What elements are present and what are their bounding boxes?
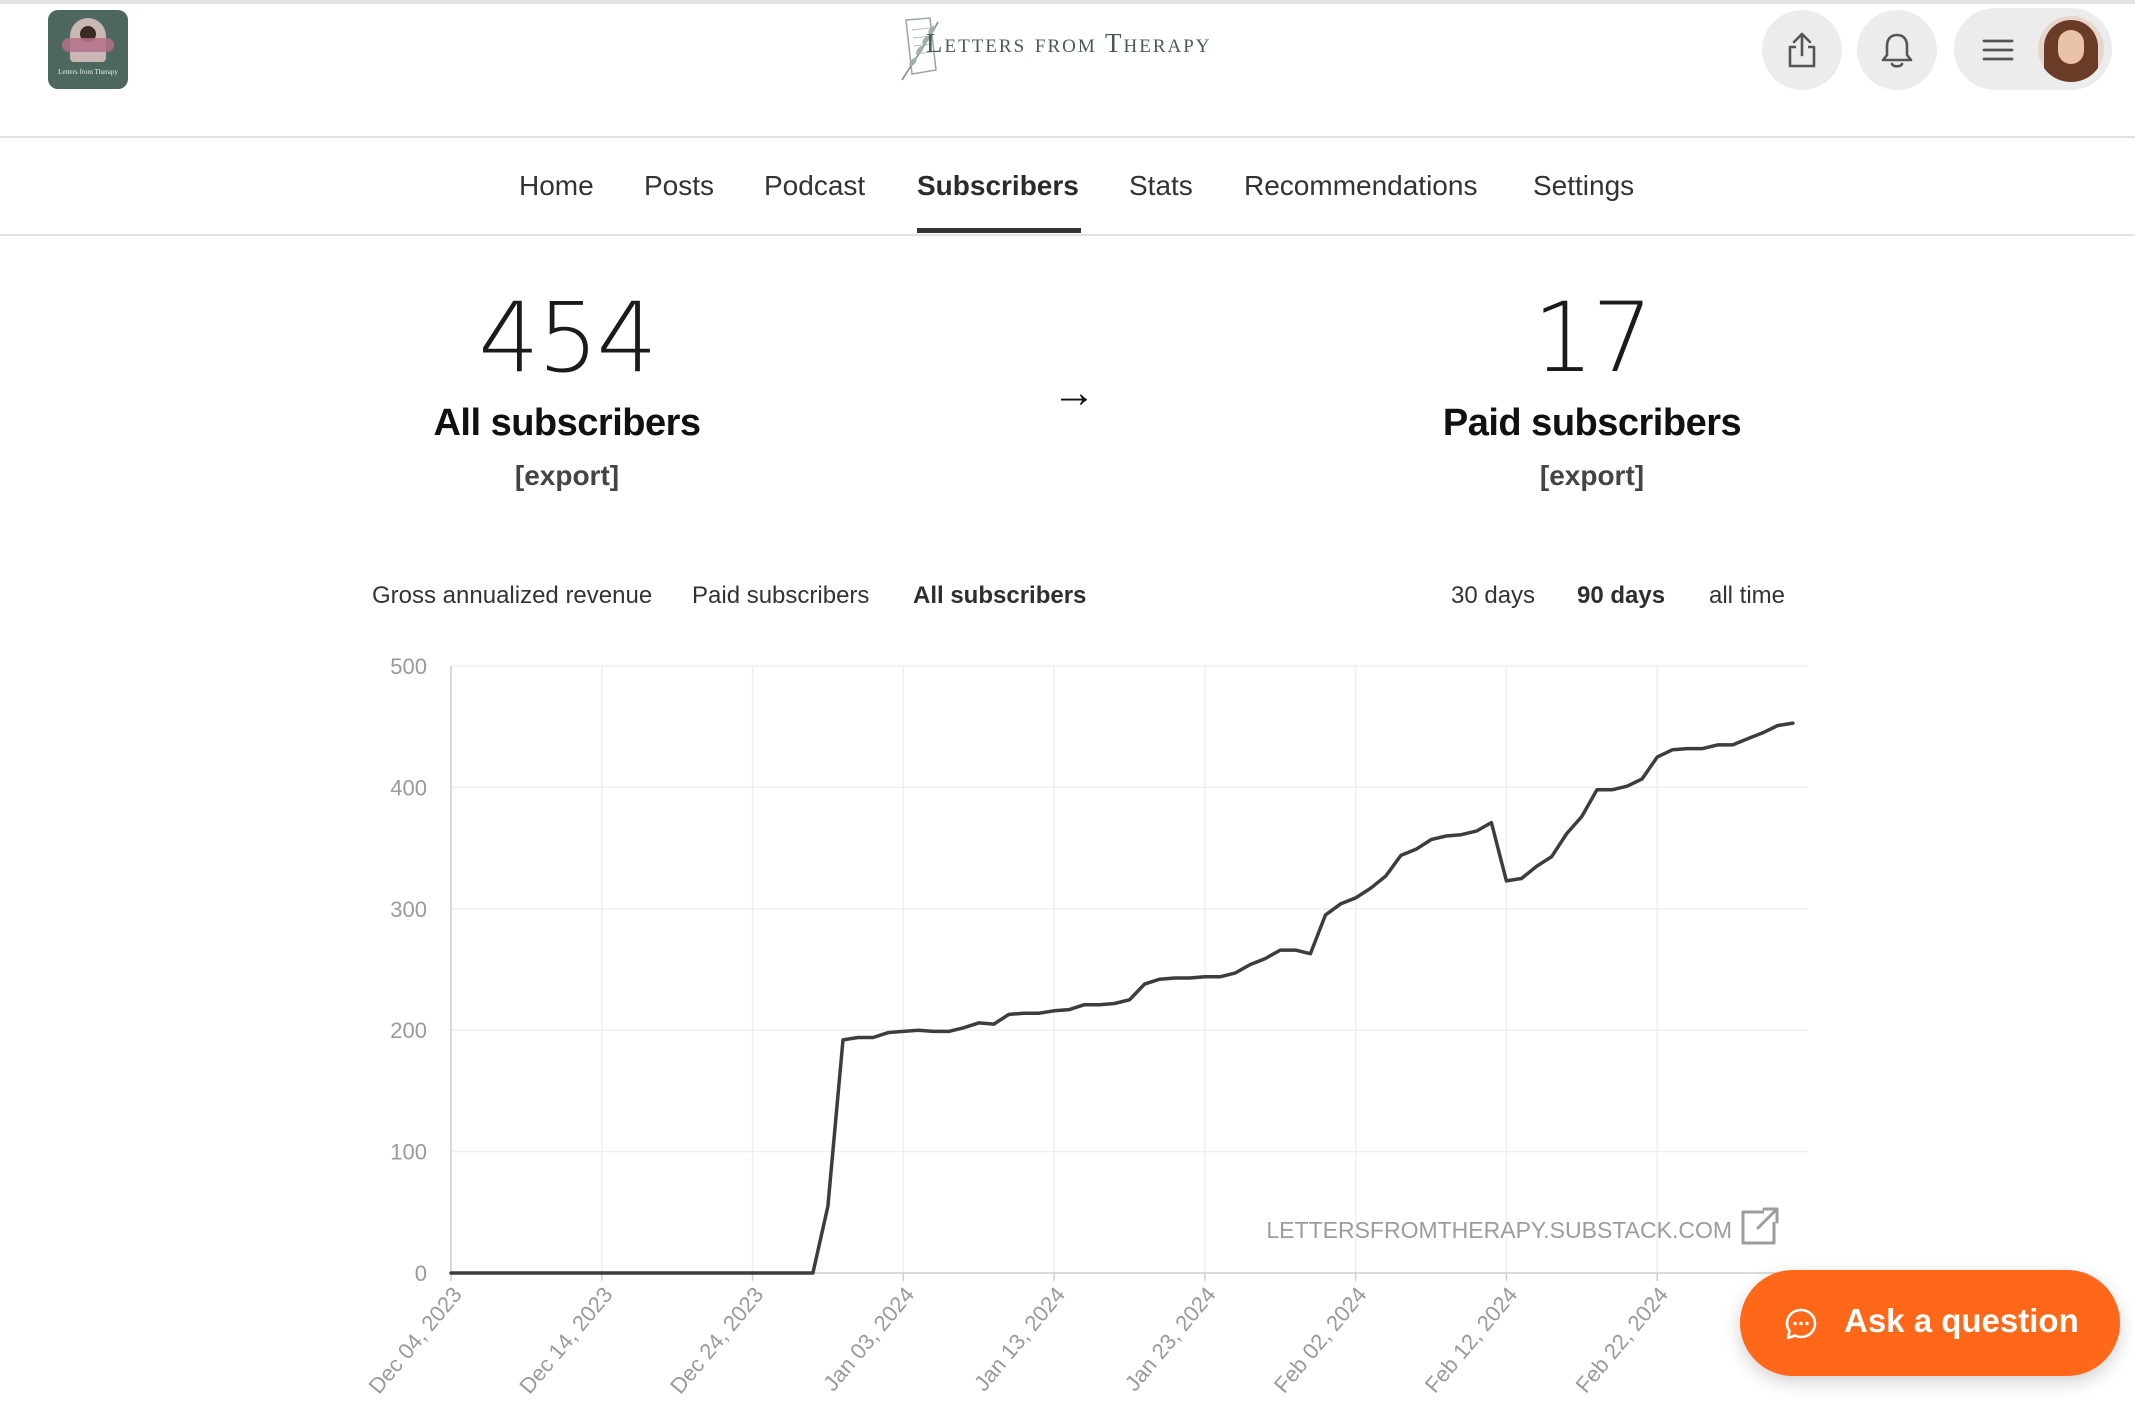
all-subscribers-label: All subscribers: [433, 402, 701, 444]
series-line-all-subscribers: [449, 721, 1795, 1275]
range-tab-90-days[interactable]: 90 days: [1577, 582, 1666, 609]
ask-a-question-label: Ask a question: [1844, 1302, 2079, 1339]
hamburger-icon: [1982, 39, 2014, 61]
chat-bubble-icon: [1785, 1308, 1817, 1340]
all-subscribers-count: 454: [478, 282, 657, 394]
y-tick-label: 200: [390, 1018, 427, 1043]
tab-recommendations[interactable]: Recommendations: [1244, 170, 1478, 201]
leaf-letter-icon: [901, 17, 939, 81]
avatar-face: [2058, 30, 2084, 64]
window-top-edge: [0, 0, 2135, 4]
tab-podcast[interactable]: Podcast: [764, 170, 866, 201]
x-tick-label: Dec 24, 2023: [665, 1282, 768, 1398]
x-tick-label: Feb 02, 2024: [1269, 1282, 1372, 1397]
paid-subscribers-label: Paid subscribers: [1442, 402, 1742, 444]
publication-logo[interactable]: Letters from Therapy: [48, 10, 128, 89]
notifications-button[interactable]: [1857, 10, 1937, 90]
range-tab-all-time[interactable]: all time: [1709, 582, 1786, 609]
tab-subscribers[interactable]: Subscribers: [917, 170, 1079, 201]
tab-home[interactable]: Home: [519, 170, 594, 201]
tab-settings[interactable]: Settings: [1533, 170, 1635, 201]
y-tick-label: 400: [390, 775, 427, 800]
share-icon: [1788, 32, 1816, 68]
y-tick-label: 300: [390, 897, 427, 922]
share-button[interactable]: [1762, 10, 1842, 90]
tab-stats[interactable]: Stats: [1129, 170, 1193, 201]
site-header: Letters from Therapy Letters from Therap…: [0, 0, 2135, 138]
site-title: Letters from Therapy: [926, 28, 1212, 58]
x-tick-label: Dec 04, 2023: [364, 1282, 467, 1398]
x-tick-label: Feb 12, 2024: [1420, 1282, 1523, 1397]
account-menu-button[interactable]: [1954, 8, 2112, 90]
active-tab-indicator: [917, 228, 1081, 233]
x-tick-label: Feb 22, 2024: [1571, 1282, 1674, 1397]
x-tick-label: Dec 14, 2023: [514, 1282, 617, 1398]
y-tick-label: 0: [415, 1261, 427, 1286]
x-tick-label: Jan 13, 2024: [969, 1282, 1070, 1396]
x-tick-label: Jan 23, 2024: [1120, 1282, 1221, 1396]
arrow-icon: →: [1052, 368, 1096, 417]
logo-flowers: [62, 38, 114, 52]
metric-tab-paid-subscribers[interactable]: Paid subscribers: [692, 582, 870, 609]
bell-icon: [1881, 33, 1913, 68]
all-subscribers-export-link[interactable]: [export]: [514, 460, 620, 491]
chart-watermark[interactable]: LETTERSFROMTHERAPY.SUBSTACK.COM: [1266, 1207, 1779, 1245]
y-tick-label: 500: [390, 654, 427, 679]
watermark-text: LETTERSFROMTHERAPY.SUBSTACK.COM: [1266, 1217, 1732, 1243]
dashboard-nav: Home Posts Podcast Subscribers Stats Rec…: [0, 140, 2135, 236]
logo-caption: Letters from Therapy: [58, 68, 118, 76]
metric-tab-all-subscribers[interactable]: All subscribers: [913, 582, 1087, 609]
x-tick-label: Jan 03, 2024: [818, 1282, 919, 1396]
external-link-icon: [1741, 1207, 1779, 1245]
metric-tab-gross-revenue[interactable]: Gross annualized revenue: [372, 582, 653, 609]
ask-a-question-button[interactable]: Ask a question: [1740, 1270, 2120, 1376]
y-tick-label: 100: [390, 1140, 427, 1165]
paid-subscribers-export-link[interactable]: [export]: [1539, 460, 1645, 491]
paid-subscribers-count: 17: [1532, 282, 1653, 394]
chart-grid: [450, 665, 1808, 1273]
avatar: [2038, 16, 2104, 82]
site-title-link[interactable]: Letters from Therapy: [892, 14, 1272, 84]
chart-series: [449, 721, 1795, 1275]
chart-axes: 0 100 200 300 400 500 Dec 04, 2023 Dec 14, 2023…: [364, 654, 1808, 1398]
range-tab-30-days[interactable]: 30 days: [1451, 582, 1536, 609]
tab-posts[interactable]: Posts: [644, 170, 715, 201]
